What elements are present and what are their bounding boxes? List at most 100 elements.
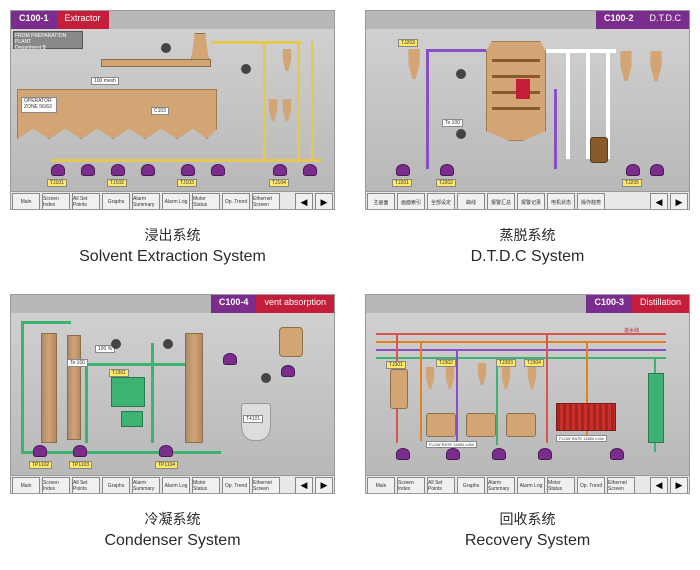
panel-titlebar: C100-4 vent absorption bbox=[11, 295, 334, 313]
pump-icon bbox=[281, 365, 295, 377]
toolbar-button[interactable]: Alarm Summary bbox=[132, 477, 160, 494]
toolbar-button[interactable]: Alarm Log bbox=[162, 477, 190, 494]
toolbar: Main Screen Index All Set Points Graphs … bbox=[11, 475, 334, 494]
cyclone-icon bbox=[618, 51, 634, 81]
cyclone-icon bbox=[281, 49, 293, 71]
nav-prev-button[interactable]: ◀ bbox=[650, 477, 668, 494]
toolbar-button[interactable]: 画面索引 bbox=[397, 193, 425, 210]
nav-next-button[interactable]: ▶ bbox=[315, 193, 333, 210]
pump-icon bbox=[33, 445, 47, 457]
panel-label: Extractor bbox=[57, 11, 109, 29]
toolbar-button[interactable]: 操作趋势 bbox=[577, 193, 605, 210]
caption-recovery: 回收系统 Recovery System bbox=[365, 502, 690, 570]
pump-icon bbox=[181, 164, 195, 176]
caption-condenser: 冷凝系统 Condenser System bbox=[10, 502, 335, 570]
pump-tag: TJ202 bbox=[436, 179, 456, 187]
nav-next-button[interactable]: ▶ bbox=[670, 477, 688, 494]
toolbar-button[interactable]: Motor Status bbox=[192, 477, 220, 494]
toolbar-button[interactable]: Graphs bbox=[457, 477, 485, 494]
toolbar-button[interactable]: Screen Index bbox=[42, 193, 70, 210]
valve-icon bbox=[261, 373, 271, 383]
caption-extractor: 浸出系统 Solvent Extraction System bbox=[10, 218, 335, 286]
conveyor bbox=[101, 59, 211, 67]
pump-icon bbox=[650, 164, 664, 176]
pump-icon bbox=[440, 164, 454, 176]
toolbar-button[interactable]: 主画面 bbox=[367, 193, 395, 210]
unit-tag: TJ304 bbox=[524, 359, 544, 367]
panel-recovery: C100-3 Distillation bbox=[365, 294, 690, 494]
toolbar-button[interactable]: Main bbox=[12, 477, 40, 494]
tank-icon bbox=[590, 137, 608, 163]
toolbar-button[interactable]: Graphs bbox=[102, 477, 130, 494]
toolbar-button[interactable]: 报警汇总 bbox=[487, 193, 515, 210]
toolbar-button[interactable]: Alarm Summary bbox=[132, 193, 160, 210]
toolbar-button[interactable]: 报警记录 bbox=[517, 193, 545, 210]
inlet-label: 进水线 bbox=[622, 327, 641, 334]
pipe bbox=[263, 41, 266, 161]
tank-icon bbox=[426, 413, 456, 437]
toolbar-button[interactable]: Main bbox=[12, 193, 40, 210]
diagram-condenser: T4101 TP1102 TP1103 TP1104 TJ301 100 % T… bbox=[11, 313, 334, 475]
panel-titlebar: C100-1 Extractor bbox=[11, 11, 334, 29]
pump-icon bbox=[51, 164, 65, 176]
column-vessel bbox=[185, 333, 203, 443]
heater-icon bbox=[556, 403, 616, 431]
valve-icon bbox=[456, 69, 466, 79]
nav-next-button[interactable]: ▶ bbox=[315, 477, 333, 494]
caption-dtdc: 蒸脱系统 D.T.D.C System bbox=[365, 218, 690, 286]
toolbar-button[interactable]: Op. Trend bbox=[222, 193, 250, 210]
panel-label: vent absorption bbox=[256, 295, 334, 313]
heater-icon bbox=[516, 79, 530, 99]
toolbar-button[interactable]: Alarm Log bbox=[162, 193, 190, 210]
toolbar: 主画面 画面索引 全部设定 曲线 报警汇总 报警记录 电机状态 操作趋势 ◀ ▶ bbox=[366, 191, 689, 210]
toolbar-button[interactable]: Ethernet Screen bbox=[252, 193, 280, 210]
cyclone-icon bbox=[500, 367, 512, 389]
toolbar-button[interactable]: Alarm Summary bbox=[487, 477, 515, 494]
toolbar-button[interactable]: All Set Points bbox=[72, 477, 100, 494]
temp-tag: Te 100 bbox=[67, 359, 88, 367]
nav-prev-button[interactable]: ◀ bbox=[295, 193, 313, 210]
pump-icon bbox=[538, 448, 552, 460]
toolbar-button[interactable]: Graphs bbox=[102, 193, 130, 210]
toolbar-button[interactable]: Main bbox=[367, 477, 395, 494]
toolbar-button[interactable]: 电机状态 bbox=[547, 193, 575, 210]
flow-tag: FLOW RATE 14800 m3/h bbox=[426, 441, 477, 448]
cyclone-icon bbox=[444, 367, 456, 389]
toolbar-button[interactable]: Screen Index bbox=[42, 477, 70, 494]
unit-tag: TJ303 bbox=[496, 359, 516, 367]
flow-tag: FLOW RATE 14800 m3/h bbox=[556, 435, 607, 442]
pipe bbox=[21, 321, 24, 451]
toolbar-button[interactable]: Op. Trend bbox=[222, 477, 250, 494]
pump-icon bbox=[81, 164, 95, 176]
nav-next-button[interactable]: ▶ bbox=[670, 193, 688, 210]
panel-titlebar: C100-2 D.T.D.C bbox=[366, 11, 689, 29]
valve-icon bbox=[456, 129, 466, 139]
toolbar-button[interactable]: Ethernet Screen bbox=[252, 477, 280, 494]
pump-tag: TJ103 bbox=[177, 179, 197, 187]
cyclone-icon bbox=[424, 367, 436, 389]
panel-label: Distillation bbox=[632, 295, 689, 313]
unit-tag: TJ302 bbox=[436, 359, 456, 367]
panel-extractor: C100-1 Extractor FROM PREPARATION PLANT … bbox=[10, 10, 335, 210]
cyclone-icon bbox=[281, 99, 293, 121]
toolbar-button[interactable]: All Set Points bbox=[427, 477, 455, 494]
nav-prev-button[interactable]: ◀ bbox=[295, 477, 313, 494]
toolbar-button[interactable]: Op. Trend bbox=[577, 477, 605, 494]
nav-prev-button[interactable]: ◀ bbox=[650, 193, 668, 210]
cyclone-icon bbox=[648, 51, 664, 81]
toolbar-button[interactable]: Ethernet Screen bbox=[607, 477, 635, 494]
pipe bbox=[554, 89, 557, 169]
cyclone-icon bbox=[476, 363, 488, 385]
toolbar-button[interactable]: 全部设定 bbox=[427, 193, 455, 210]
pump-icon bbox=[73, 445, 87, 457]
toolbar-button[interactable]: All Set Points bbox=[72, 193, 100, 210]
toolbar-button[interactable]: Screen Index bbox=[397, 477, 425, 494]
toolbar-button[interactable]: Alarm Log bbox=[517, 477, 545, 494]
pipe bbox=[546, 49, 616, 53]
toolbar-button[interactable]: Motor Status bbox=[192, 193, 220, 210]
cyclone-icon bbox=[406, 49, 422, 79]
pipe bbox=[426, 49, 486, 52]
toolbar-button[interactable]: Motor Status bbox=[547, 477, 575, 494]
tank-tag: T4101 bbox=[243, 415, 263, 423]
toolbar-button[interactable]: 曲线 bbox=[457, 193, 485, 210]
